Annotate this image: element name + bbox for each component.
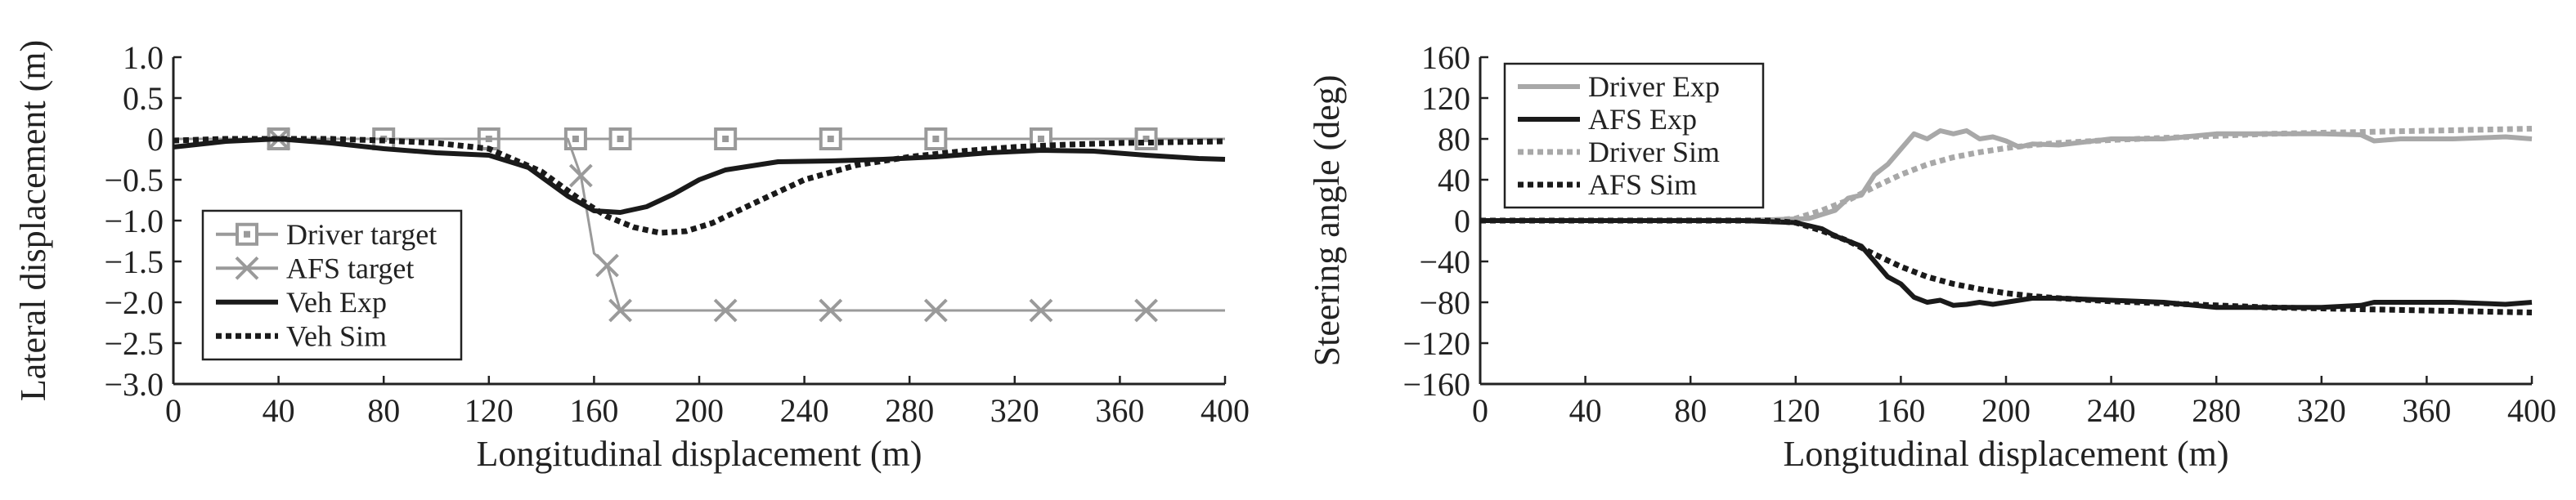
x-tick-label: 160 bbox=[569, 392, 618, 429]
series-driver-sim bbox=[1480, 126, 2533, 224]
series-marker-x bbox=[1029, 298, 1053, 323]
y-axis-label: Lateral displacement (m) bbox=[13, 40, 53, 401]
x-tick-label: 400 bbox=[1200, 392, 1250, 429]
y-tick-label: 0.5 bbox=[123, 80, 164, 117]
legend-label: Driver target bbox=[286, 218, 437, 251]
y-tick-label: 160 bbox=[1421, 39, 1470, 76]
series-line-veh-sim bbox=[173, 136, 1226, 236]
series-line-afs-exp bbox=[1480, 218, 2533, 310]
series-marker-square-core bbox=[572, 136, 579, 142]
legend-marker-square bbox=[236, 222, 258, 246]
series-marker-x bbox=[1134, 298, 1158, 323]
x-axis-label: Longitudinal displacement (m) bbox=[1784, 434, 2229, 474]
x-tick-label: 40 bbox=[1569, 392, 1602, 429]
series-veh-exp bbox=[173, 136, 1226, 215]
y-tick-label: 0 bbox=[147, 121, 164, 158]
legend-label: Veh Sim bbox=[286, 319, 387, 352]
series-marker-x bbox=[819, 298, 843, 323]
series-marker-x bbox=[595, 253, 619, 278]
x-tick-label: 280 bbox=[2192, 392, 2241, 429]
legend-marker-square-core bbox=[244, 230, 250, 238]
series-marker-x bbox=[713, 298, 738, 323]
y-tick-label: −40 bbox=[1419, 243, 1470, 280]
series-marker-x bbox=[568, 163, 593, 188]
y-tick-label: −2.0 bbox=[104, 284, 164, 321]
x-tick-label: 80 bbox=[367, 392, 400, 429]
x-tick-label: 360 bbox=[2402, 392, 2451, 429]
series-marker-square-core bbox=[932, 136, 940, 142]
y-tick-label: −1.5 bbox=[104, 243, 164, 280]
x-tick-label: 120 bbox=[1771, 392, 1820, 429]
series-afs-target bbox=[173, 127, 1225, 323]
y-tick-label: −120 bbox=[1402, 325, 1470, 362]
y-tick-label: −3.0 bbox=[104, 366, 164, 403]
y-tick-label: 80 bbox=[1438, 121, 1470, 158]
y-tick-label: −0.5 bbox=[104, 162, 164, 199]
series-line-driver-sim bbox=[1480, 126, 2533, 224]
y-tick-label: −2.5 bbox=[104, 325, 164, 362]
legend-label: Veh Exp bbox=[286, 286, 387, 319]
legend-label: AFS target bbox=[286, 252, 414, 284]
x-tick-label: 40 bbox=[263, 392, 295, 429]
y-tick-label: 1.0 bbox=[123, 39, 164, 76]
x-tick-label: 240 bbox=[2087, 392, 2136, 429]
series-marker-square-core bbox=[827, 136, 834, 142]
series-marker-square-core bbox=[722, 136, 729, 142]
y-tick-label: −80 bbox=[1419, 284, 1470, 321]
y-tick-label: 40 bbox=[1438, 162, 1470, 199]
x-tick-label: 280 bbox=[885, 392, 934, 429]
y-tick-label: −1.0 bbox=[104, 203, 164, 239]
x-tick-label: 0 bbox=[165, 392, 182, 429]
y-tick-label: −160 bbox=[1402, 366, 1470, 403]
x-tick-label: 160 bbox=[1876, 392, 1925, 429]
legend-label: AFS Sim bbox=[1588, 168, 1697, 201]
legend-label: AFS Exp bbox=[1588, 103, 1697, 136]
series-marker-x bbox=[923, 298, 948, 323]
x-tick-label: 360 bbox=[1095, 392, 1144, 429]
y-tick-label: 0 bbox=[1454, 203, 1470, 239]
x-tick-label: 200 bbox=[1981, 392, 2031, 429]
x-axis-label: Longitudinal displacement (m) bbox=[477, 434, 922, 474]
x-tick-label: 320 bbox=[990, 392, 1039, 429]
series-line-afs-sim bbox=[1480, 217, 2533, 315]
series-line-veh-exp bbox=[173, 136, 1226, 215]
steering-angle-chart: 0 40 80 120 160 200 240 280 320 360 40016012080400… bbox=[1307, 39, 2556, 474]
series-afs-sim bbox=[1480, 217, 2533, 315]
legend-marker-x bbox=[235, 256, 259, 280]
x-tick-label: 200 bbox=[675, 392, 724, 429]
x-tick-label: 80 bbox=[1674, 392, 1707, 429]
x-tick-label: 320 bbox=[2297, 392, 2346, 429]
x-tick-label: 120 bbox=[464, 392, 514, 429]
y-tick-label: 120 bbox=[1421, 80, 1470, 117]
x-tick-label: 400 bbox=[2507, 392, 2556, 429]
series-marker-square-core bbox=[617, 136, 624, 142]
lateral-displacement-chart: 0 40 80 120 160 200 240 280 320 360 400 1.0 0.5 0 −0.5… bbox=[13, 39, 1250, 474]
series-veh-sim bbox=[173, 136, 1226, 236]
x-tick-label: 0 bbox=[1472, 392, 1488, 429]
x-tick-label: 240 bbox=[780, 392, 829, 429]
legend-label: Driver Exp bbox=[1588, 70, 1720, 103]
y-axis-label: Steering angle (deg) bbox=[1307, 75, 1347, 367]
series-afs-exp bbox=[1480, 218, 2533, 310]
legend-label: Driver Sim bbox=[1588, 136, 1720, 168]
series-marker-x bbox=[608, 298, 632, 323]
series-marker-square-core bbox=[1037, 136, 1044, 142]
series-marker-square-core bbox=[1142, 136, 1150, 142]
